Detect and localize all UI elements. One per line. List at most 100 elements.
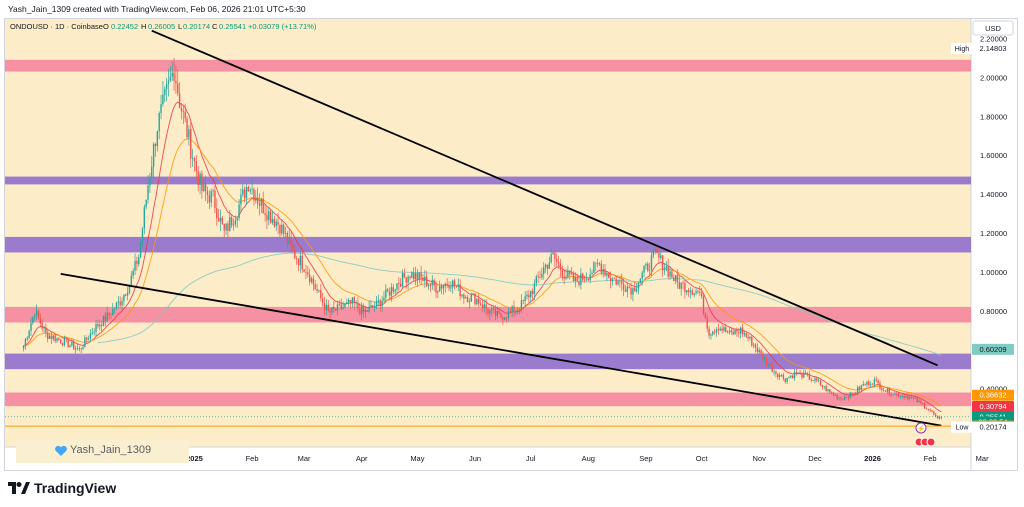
candle-body (316, 289, 318, 291)
candle-body (791, 375, 794, 379)
candle-body (84, 337, 86, 348)
candle-body (695, 291, 697, 294)
candle-body (639, 278, 642, 284)
brand-name: TradingView (34, 480, 117, 496)
time-tick-label: Feb (924, 454, 937, 463)
ema-mid-line[interactable] (23, 137, 942, 407)
candle-body (221, 217, 224, 224)
candle-body (487, 308, 489, 314)
candle-body (706, 318, 708, 329)
currency-button[interactable]: USD (985, 24, 1001, 33)
candle-body (386, 289, 389, 292)
candle-body (470, 294, 472, 302)
candle-body (351, 297, 354, 304)
candle-body (125, 294, 127, 296)
economic-event-icon-3[interactable] (926, 437, 936, 447)
candle-body (580, 273, 582, 286)
candle-body (797, 372, 799, 374)
candle-body (509, 311, 511, 312)
candle-body (897, 393, 900, 397)
candle-body (758, 350, 760, 352)
candle-body (212, 190, 214, 192)
upper-trendline[interactable] (151, 29, 938, 367)
purple-zone-3[interactable] (5, 353, 971, 370)
candle-body (810, 379, 812, 381)
candle-body (329, 311, 331, 313)
candle-body (139, 242, 142, 258)
purple-zone-2[interactable] (5, 236, 971, 253)
ema-slow-line[interactable] (97, 252, 942, 356)
candle-body (50, 335, 53, 339)
pink-zone-top[interactable] (5, 59, 971, 72)
candle-body (435, 285, 437, 293)
candle-body (520, 300, 523, 311)
candle-body (836, 394, 838, 399)
candle-body (455, 286, 458, 287)
candle-body (830, 392, 833, 394)
candle-body (933, 411, 935, 415)
candle-body (370, 305, 372, 307)
legend-symbol[interactable]: ONDOUSD · 1D · Coinbase (10, 22, 103, 31)
candle-body (533, 283, 536, 294)
candle-body (576, 276, 578, 282)
candle-body (61, 343, 64, 346)
candle-body (782, 374, 785, 379)
candle-body (26, 337, 28, 340)
candle-body (804, 372, 807, 375)
candle-body (414, 273, 417, 280)
price-tag-ema-slow: 0.60209 (972, 343, 1014, 355)
candle-body (273, 219, 276, 227)
candle-body (923, 403, 926, 409)
candle-body (751, 336, 753, 346)
candle-body (208, 194, 211, 203)
candle-body (32, 316, 34, 324)
candle-body (86, 337, 88, 340)
price-chart[interactable]: 2.20000 2.00000 1.80000 1.60000 1.40000 1.200… (5, 19, 1017, 470)
candles-layer (22, 57, 942, 420)
candle-body (268, 211, 270, 221)
candle-body (47, 332, 49, 339)
candle-body (476, 298, 478, 305)
candle-body (513, 306, 515, 313)
purple-zone-1[interactable] (5, 176, 971, 185)
time-tick-label: Mar (976, 454, 989, 463)
candle-body (609, 278, 612, 282)
candle-body (840, 397, 842, 399)
candle-body (920, 400, 922, 403)
candle-body (372, 305, 374, 308)
pink-zone-low[interactable] (5, 392, 971, 407)
candle-body (522, 300, 524, 302)
candle-body (284, 233, 287, 234)
time-tick-label: Jun (469, 454, 481, 463)
candle-body (301, 255, 303, 270)
candle-body (411, 272, 413, 279)
time-tick-label: Dec (808, 454, 822, 463)
lower-trendline[interactable] (60, 272, 942, 427)
candle-body (641, 272, 643, 279)
candle-body (281, 224, 283, 234)
candle-body (325, 304, 328, 310)
candle-body (327, 304, 329, 312)
candle-body (719, 328, 721, 331)
tradingview-brand[interactable]: TradingView (8, 480, 116, 496)
candle-body (167, 80, 170, 85)
lightning-event-icon[interactable] (915, 422, 927, 434)
candle-body (660, 255, 662, 258)
candle-body (227, 223, 229, 231)
candle-body (817, 380, 820, 382)
candle-body (726, 331, 729, 333)
price-tag-bg (972, 343, 1014, 355)
candle-body (344, 304, 346, 308)
candle-body (286, 233, 289, 244)
candle-body (115, 302, 118, 309)
candle-body (507, 311, 510, 318)
candle-body (583, 279, 586, 281)
candle-body (48, 335, 51, 339)
candle-body (622, 283, 625, 290)
candle-body (333, 307, 335, 309)
candle-body (199, 173, 201, 185)
candle-body (702, 295, 705, 314)
candle-body (567, 270, 569, 277)
candle-body (866, 381, 868, 385)
candle-body (160, 104, 162, 114)
